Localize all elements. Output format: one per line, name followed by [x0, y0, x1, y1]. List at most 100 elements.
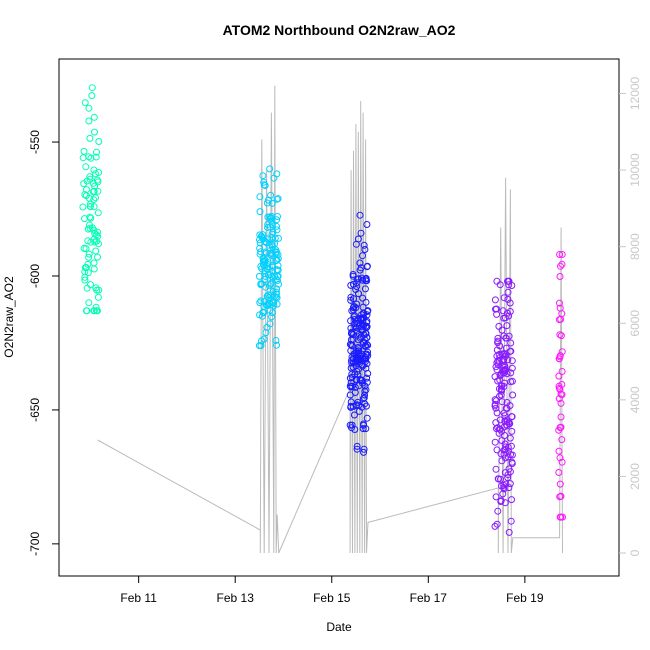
- y-tick-label: -550: [28, 130, 42, 154]
- data-point: [507, 339, 515, 347]
- data-point: [353, 319, 361, 327]
- data-point: [557, 332, 565, 340]
- data-point: [351, 383, 359, 391]
- data-point: [85, 299, 93, 307]
- data-point: [360, 241, 368, 249]
- data-point: [257, 297, 265, 305]
- data-point: [268, 313, 275, 321]
- data-point: [273, 285, 281, 293]
- data-point: [94, 253, 101, 261]
- data-point: [556, 386, 564, 393]
- x-axis: Feb 11 Feb 13 Feb 15 Feb 17 Feb 19: [120, 575, 544, 605]
- data-point: [497, 450, 505, 458]
- data-point: [362, 355, 370, 363]
- data-point: [82, 163, 90, 171]
- data-point: [256, 236, 263, 244]
- data-point: [272, 337, 280, 344]
- data-point: [85, 250, 93, 258]
- data-point: [493, 446, 501, 454]
- data-point: [556, 304, 564, 312]
- gray-line-layer: [97, 85, 563, 554]
- data-point: [506, 299, 514, 307]
- data-point: [493, 520, 501, 528]
- y2-tick-label: 8000: [628, 233, 642, 260]
- data-point: [355, 360, 363, 368]
- data-point: [81, 264, 89, 272]
- data-point: [79, 154, 87, 162]
- data-point: [269, 309, 276, 317]
- data-point: [92, 153, 100, 161]
- data-point: [558, 251, 566, 258]
- data-point: [90, 187, 98, 195]
- data-point: [347, 379, 355, 387]
- data-point: [90, 203, 98, 211]
- data-point: [497, 391, 505, 399]
- data-point: [256, 193, 264, 201]
- data-point: [508, 364, 516, 372]
- data-point: [504, 474, 512, 482]
- data-point: [353, 442, 361, 450]
- data-point: [558, 436, 566, 444]
- data-point: [491, 396, 499, 404]
- data-point: [87, 281, 94, 289]
- x-axis-title: Date: [326, 620, 352, 634]
- y2-tick-label: 12000: [628, 76, 642, 110]
- data-point: [495, 385, 503, 393]
- data-point: [357, 355, 365, 363]
- data-point: [360, 420, 367, 428]
- data-point: [556, 454, 564, 462]
- data-point: [273, 266, 281, 274]
- data-point: [267, 279, 275, 287]
- data-point: [494, 361, 502, 369]
- data-point: [357, 314, 365, 322]
- data-point: [360, 339, 368, 347]
- data-point: [348, 421, 356, 429]
- data-point: [363, 360, 371, 368]
- data-point: [85, 104, 93, 112]
- data-point: [363, 221, 371, 228]
- data-point: [93, 176, 101, 184]
- data-point: [492, 305, 499, 313]
- data-point: [268, 233, 276, 241]
- data-point: [84, 225, 92, 233]
- data-point: [256, 208, 264, 216]
- data-point: [351, 320, 359, 327]
- data-point: [555, 447, 563, 455]
- x-tick-label: Feb 19: [506, 591, 544, 605]
- data-point: [81, 276, 89, 284]
- data-point: [80, 244, 88, 252]
- data-point: [492, 493, 500, 501]
- data-point: [274, 272, 282, 280]
- data-point: [95, 240, 102, 248]
- data-point: [88, 84, 96, 92]
- data-point: [504, 288, 512, 296]
- data-point: [362, 330, 370, 337]
- data-point: [556, 331, 564, 339]
- y2-tick-label: 4000: [628, 386, 642, 413]
- data-point: [359, 321, 367, 329]
- x-tick-label: Feb 13: [217, 591, 255, 605]
- data-point: [502, 351, 510, 359]
- data-point: [495, 351, 503, 358]
- gray-series-line: [97, 85, 563, 554]
- data-point: [494, 507, 502, 515]
- data-point: [86, 202, 94, 210]
- data-point: [81, 191, 89, 198]
- data-point: [86, 134, 94, 142]
- data-point: [353, 283, 361, 290]
- data-point: [262, 329, 270, 337]
- data-point: [506, 434, 514, 442]
- data-point: [260, 181, 268, 189]
- data-point: [361, 285, 369, 293]
- data-point: [272, 293, 280, 301]
- data-point: [493, 409, 501, 417]
- data-point: [363, 341, 371, 348]
- data-point: [492, 465, 500, 473]
- data-point: [556, 299, 563, 307]
- data-point: [498, 427, 506, 435]
- y-axis: -550 -600 -650 -700: [28, 130, 59, 556]
- data-point: [359, 425, 367, 433]
- data-point: [556, 352, 564, 360]
- data-point: [362, 322, 370, 330]
- data-point: [356, 211, 364, 219]
